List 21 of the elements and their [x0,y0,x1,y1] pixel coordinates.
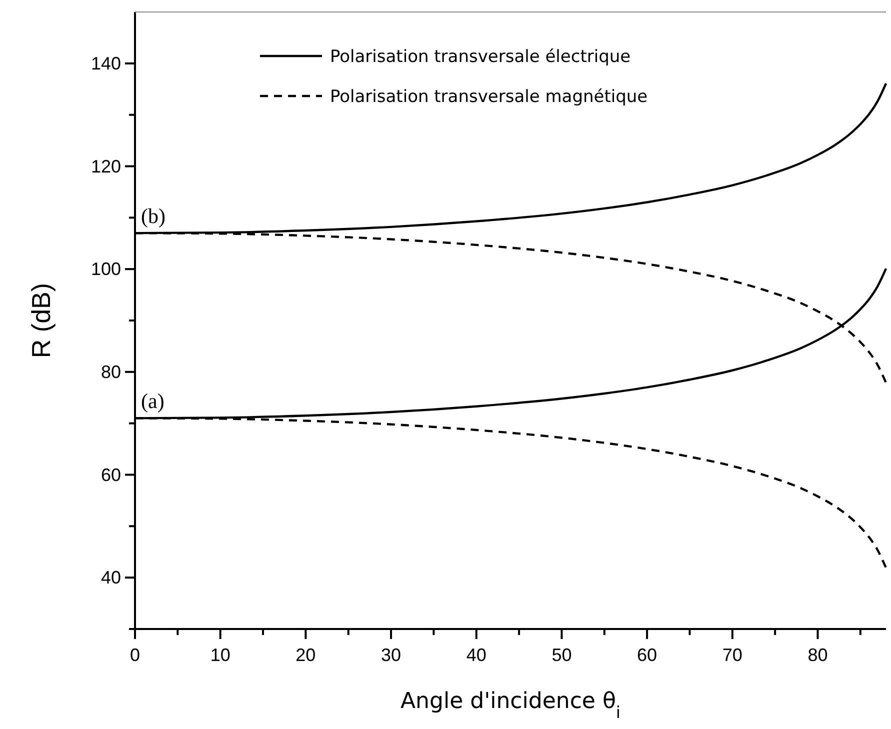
x-tick-label: 50 [552,645,572,665]
x-tick-label: 0 [130,645,140,665]
legend-label: Polarisation transversale magnétique [330,87,648,107]
y-axis-title: R (dB) [26,282,56,358]
y-tick-label: 140 [90,53,121,74]
y-tick-label: 40 [100,568,121,588]
x-tick-label: 30 [381,645,402,665]
x-tick-label: 20 [296,645,316,665]
y-tick-label: 60 [100,464,121,485]
annotation: (b) [141,204,166,228]
y-tick-label: 100 [90,259,121,280]
x-tick-label: 70 [722,645,742,665]
x-tick-label: 40 [466,645,486,665]
x-axis-title: Angle d'incidence θ$_{i}$ [400,689,620,722]
legend-label: Polarisation transversale électrique [330,47,631,67]
x-tick-label: 10 [210,645,230,665]
annotation: (a) [141,389,164,414]
x-tick-label: 60 [637,645,658,665]
y-tick-label: 80 [100,362,121,382]
y-tick-label: 120 [90,156,121,176]
x-tick-label: 80 [808,645,828,665]
